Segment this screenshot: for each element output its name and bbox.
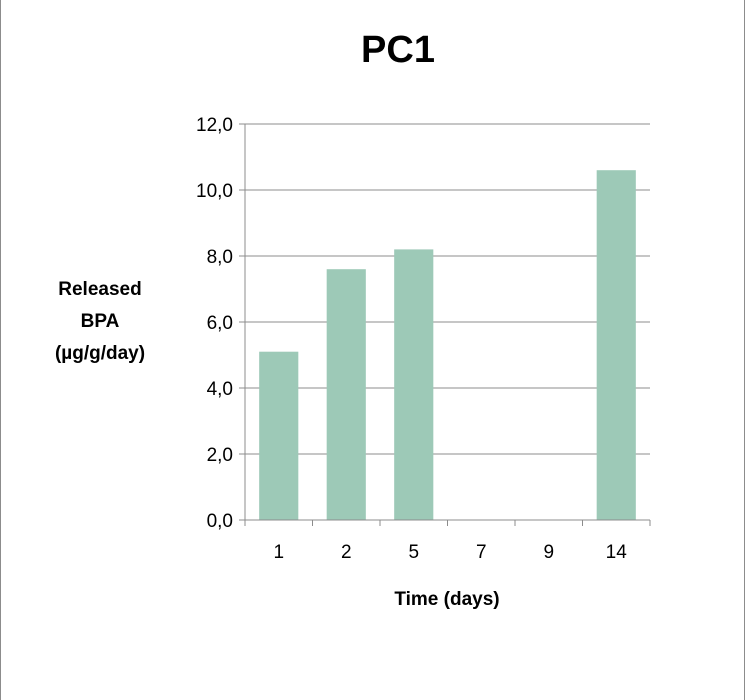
y-axis-label-line-2: BPA bbox=[81, 311, 120, 332]
y-tick-label: 10,0 bbox=[196, 181, 233, 202]
bar-day-2 bbox=[326, 269, 366, 520]
bar-day-1 bbox=[259, 351, 299, 520]
axes bbox=[239, 123, 651, 526]
y-tick-label: 0,0 bbox=[207, 511, 233, 532]
bar-chart: PC1 Released BPA (µg/g/day) Time (days) … bbox=[55, 29, 651, 610]
gridlines bbox=[245, 123, 650, 455]
bar-day-5 bbox=[394, 249, 434, 520]
x-tick-label: 2 bbox=[341, 542, 352, 563]
y-tick-label: 2,0 bbox=[207, 445, 233, 466]
y-tick-labels: 0,0 2,0 4,0 6,0 8,0 10,0 12,0 bbox=[196, 115, 233, 532]
y-axis-label-line-3: (µg/g/day) bbox=[55, 343, 145, 364]
x-tick-label: 1 bbox=[273, 542, 284, 563]
x-tick-label: 14 bbox=[606, 542, 628, 563]
chart-title: PC1 bbox=[361, 29, 435, 71]
bars bbox=[259, 170, 636, 520]
y-tick-label: 12,0 bbox=[196, 115, 233, 136]
x-tick-label: 5 bbox=[408, 542, 419, 563]
y-tick-label: 6,0 bbox=[207, 313, 233, 334]
y-tick-label: 8,0 bbox=[207, 247, 233, 268]
y-tick-label: 4,0 bbox=[207, 379, 233, 400]
y-axis-label-line-1: Released bbox=[58, 279, 141, 300]
x-tick-labels: 1 2 5 7 9 14 bbox=[273, 542, 627, 563]
x-tick-label: 9 bbox=[543, 542, 554, 563]
x-axis-label: Time (days) bbox=[394, 589, 499, 610]
bar-day-14 bbox=[596, 170, 636, 520]
x-tick-label: 7 bbox=[476, 542, 487, 563]
